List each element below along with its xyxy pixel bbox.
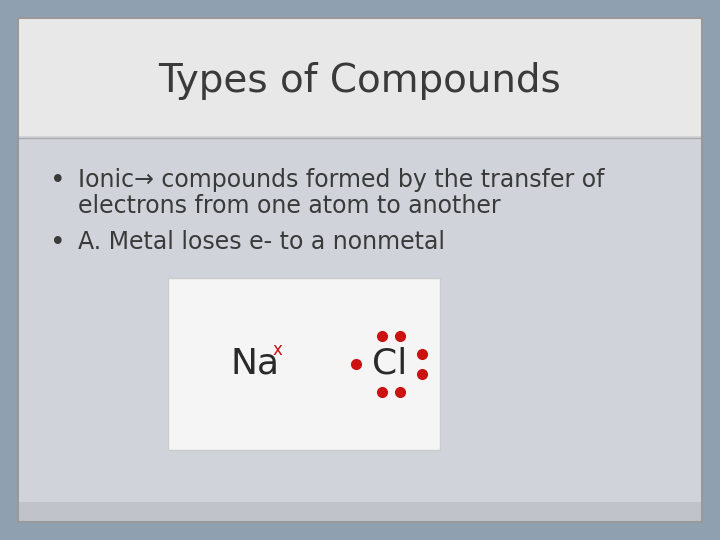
Text: Na: Na — [230, 347, 279, 381]
Text: •: • — [50, 230, 66, 256]
Bar — [18, 502, 702, 522]
Text: Cl: Cl — [372, 347, 408, 381]
Text: electrons from one atom to another: electrons from one atom to another — [78, 194, 500, 218]
Bar — [168, 278, 440, 450]
Bar — [18, 18, 702, 136]
Text: •: • — [50, 168, 66, 194]
Text: Types of Compounds: Types of Compounds — [158, 62, 562, 100]
Text: Ionic→ compounds formed by the transfer of: Ionic→ compounds formed by the transfer … — [78, 168, 605, 192]
Text: x: x — [272, 341, 282, 359]
Text: A. Metal loses e- to a nonmetal: A. Metal loses e- to a nonmetal — [78, 230, 445, 254]
Bar — [18, 136, 702, 522]
